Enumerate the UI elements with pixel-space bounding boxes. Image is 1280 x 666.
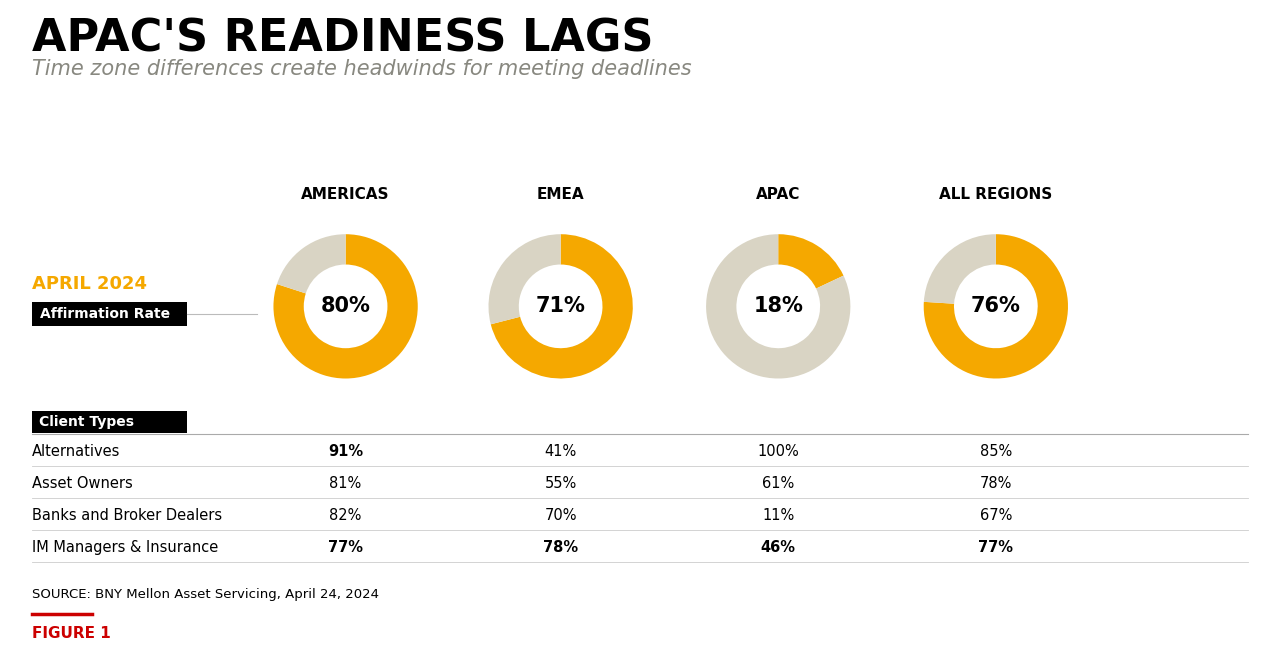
Text: 100%: 100%	[758, 444, 799, 459]
Text: APAC'S READINESS LAGS: APAC'S READINESS LAGS	[32, 18, 654, 61]
Text: 55%: 55%	[544, 476, 577, 491]
Text: 81%: 81%	[329, 476, 362, 491]
Text: 78%: 78%	[543, 540, 579, 555]
Text: 77%: 77%	[978, 540, 1014, 555]
Wedge shape	[924, 234, 1068, 378]
Text: FIGURE 1: FIGURE 1	[32, 626, 111, 641]
Text: 61%: 61%	[762, 476, 795, 491]
Text: Banks and Broker Dealers: Banks and Broker Dealers	[32, 508, 223, 523]
FancyBboxPatch shape	[32, 411, 187, 433]
Text: 71%: 71%	[536, 296, 585, 316]
Text: 41%: 41%	[544, 444, 577, 459]
Text: APRIL 2024: APRIL 2024	[32, 275, 147, 293]
Text: Affirmation Rate: Affirmation Rate	[40, 308, 170, 322]
Text: Client Types: Client Types	[38, 415, 134, 429]
Wedge shape	[707, 234, 850, 378]
Text: 46%: 46%	[760, 540, 796, 555]
Wedge shape	[489, 234, 561, 324]
Text: 11%: 11%	[762, 508, 795, 523]
Wedge shape	[924, 234, 996, 304]
Text: SOURCE: BNY Mellon Asset Servicing, April 24, 2024: SOURCE: BNY Mellon Asset Servicing, Apri…	[32, 588, 379, 601]
Text: 80%: 80%	[321, 296, 370, 316]
Wedge shape	[274, 234, 417, 378]
Text: IM Managers & Insurance: IM Managers & Insurance	[32, 540, 219, 555]
Wedge shape	[778, 234, 844, 288]
Text: APAC: APAC	[756, 186, 800, 202]
Text: Time zone differences create headwinds for meeting deadlines: Time zone differences create headwinds f…	[32, 59, 691, 79]
Text: 82%: 82%	[329, 508, 362, 523]
Text: EMEA: EMEA	[536, 186, 585, 202]
Text: ALL REGIONS: ALL REGIONS	[940, 186, 1052, 202]
Text: Alternatives: Alternatives	[32, 444, 120, 459]
Text: Asset Owners: Asset Owners	[32, 476, 133, 491]
Text: 67%: 67%	[979, 508, 1012, 523]
FancyBboxPatch shape	[32, 302, 187, 326]
Text: 18%: 18%	[754, 296, 803, 316]
Wedge shape	[490, 234, 632, 378]
Text: 76%: 76%	[972, 296, 1020, 316]
Wedge shape	[276, 234, 346, 294]
Text: 91%: 91%	[328, 444, 364, 459]
Text: 77%: 77%	[328, 540, 364, 555]
Text: AMERICAS: AMERICAS	[301, 186, 390, 202]
Text: 78%: 78%	[979, 476, 1012, 491]
Text: 70%: 70%	[544, 508, 577, 523]
Text: 85%: 85%	[979, 444, 1012, 459]
